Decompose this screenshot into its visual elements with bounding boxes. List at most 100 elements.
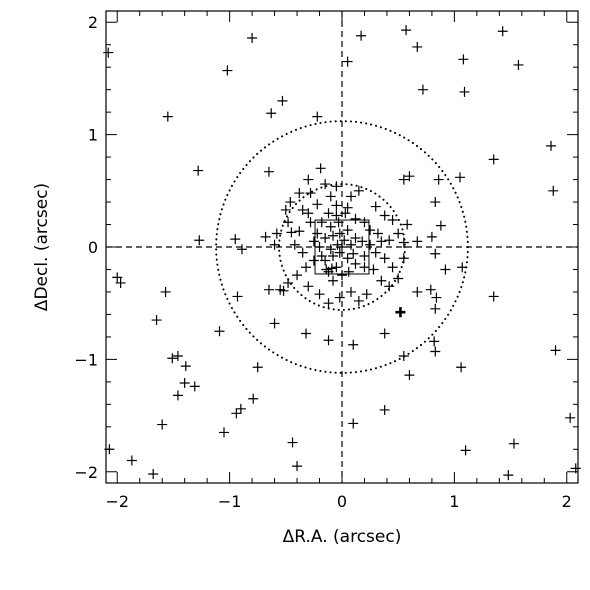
data-point-56 — [348, 339, 359, 350]
data-point-163 — [348, 248, 359, 259]
data-point-168 — [289, 239, 300, 250]
data-point-46 — [412, 286, 423, 297]
data-point-39 — [440, 264, 451, 275]
y-tick-label-0: −2 — [74, 463, 98, 482]
data-point-148 — [334, 292, 345, 303]
data-point-175 — [326, 263, 337, 274]
data-point-6 — [412, 41, 423, 52]
data-point-51 — [214, 326, 225, 337]
data-point-119 — [312, 228, 323, 239]
data-point-57 — [429, 336, 440, 347]
data-point-75 — [248, 393, 259, 404]
data-point-61 — [167, 353, 178, 364]
data-point-110 — [384, 235, 395, 246]
x-tick-label-2: 0 — [337, 492, 347, 511]
data-point-73 — [231, 408, 242, 419]
data-point-164 — [314, 242, 325, 252]
data-point-48 — [431, 292, 442, 303]
data-point-14 — [162, 111, 173, 122]
data-point-87 — [565, 412, 576, 423]
data-point-109 — [393, 228, 404, 239]
data-point-18 — [548, 185, 559, 196]
data-point-136 — [342, 253, 353, 264]
data-point-169 — [271, 228, 282, 239]
data-point-41 — [115, 277, 126, 288]
data-point-65 — [179, 377, 190, 388]
data-point-1 — [247, 32, 258, 43]
data-point-150 — [353, 295, 364, 306]
data-point-36 — [430, 248, 441, 259]
data-point-37 — [435, 220, 446, 231]
data-point-3 — [342, 56, 353, 67]
data-point-13 — [266, 108, 277, 119]
data-point-67 — [252, 362, 263, 373]
data-point-95 — [294, 226, 305, 237]
data-point-29 — [230, 234, 241, 245]
data-point-28 — [194, 235, 205, 246]
data-point-52 — [269, 318, 280, 329]
data-point-78 — [348, 418, 359, 429]
data-point-154 — [343, 266, 354, 277]
data-point-170 — [398, 253, 409, 264]
data-point-40 — [112, 272, 123, 283]
data-point-104 — [342, 202, 353, 213]
data-point-26 — [398, 174, 409, 185]
data-point-94 — [305, 217, 316, 228]
data-point-27 — [404, 171, 415, 182]
data-point-115 — [350, 213, 361, 224]
data-point-91 — [294, 188, 305, 199]
data-point-9 — [513, 59, 524, 70]
data-point-151 — [361, 289, 372, 300]
data-point-152 — [328, 275, 339, 286]
data-point-166 — [297, 247, 308, 258]
data-point-68 — [398, 351, 409, 362]
data-point-153 — [337, 270, 347, 281]
data-point-69 — [404, 370, 415, 381]
data-point-174 — [321, 264, 332, 275]
dotted-circle-1 — [278, 183, 406, 311]
data-point-89 — [320, 179, 331, 190]
data-point-133 — [368, 264, 379, 275]
data-point-60 — [151, 315, 162, 326]
data-point-112 — [325, 191, 336, 202]
dotted-circle-0 — [215, 120, 469, 374]
data-point-161 — [339, 235, 350, 246]
data-point-22 — [193, 165, 204, 176]
data-point-177 — [340, 208, 351, 219]
data-point-145 — [303, 281, 314, 292]
data-point-160 — [345, 239, 356, 250]
data-point-120 — [320, 233, 331, 244]
x-axis-label: ΔR.A. (arcsec) — [283, 527, 402, 547]
data-point-64 — [189, 381, 200, 392]
data-point-137 — [334, 247, 345, 258]
data-point-33 — [398, 237, 409, 248]
data-point-86 — [503, 470, 514, 481]
data-point-63 — [180, 361, 191, 372]
data-point-53 — [301, 328, 312, 339]
data-point-31 — [260, 231, 271, 242]
data-point-83 — [126, 455, 137, 466]
data-point-16 — [546, 140, 557, 151]
data-point-32 — [236, 244, 247, 255]
data-point-24 — [315, 163, 326, 174]
data-point-72 — [219, 427, 229, 438]
data-point-76 — [287, 437, 298, 448]
data-point-146 — [314, 289, 325, 300]
data-point-118 — [316, 217, 327, 228]
data-point-19 — [455, 172, 465, 183]
data-point-132 — [376, 275, 387, 286]
data-point-50 — [488, 291, 499, 302]
data-point-17 — [488, 154, 499, 165]
data-point-58 — [430, 346, 441, 357]
data-point-62 — [172, 351, 183, 362]
data-point-70 — [456, 362, 467, 373]
data-point-125 — [357, 236, 368, 247]
data-point-2 — [222, 65, 233, 76]
data-point-81 — [508, 438, 519, 449]
data-point-25 — [303, 174, 314, 185]
data-point-43 — [232, 291, 243, 302]
data-point-44 — [263, 284, 274, 295]
data-point-116 — [333, 217, 344, 228]
data-point-38 — [457, 262, 468, 273]
data-point-117 — [325, 221, 336, 232]
